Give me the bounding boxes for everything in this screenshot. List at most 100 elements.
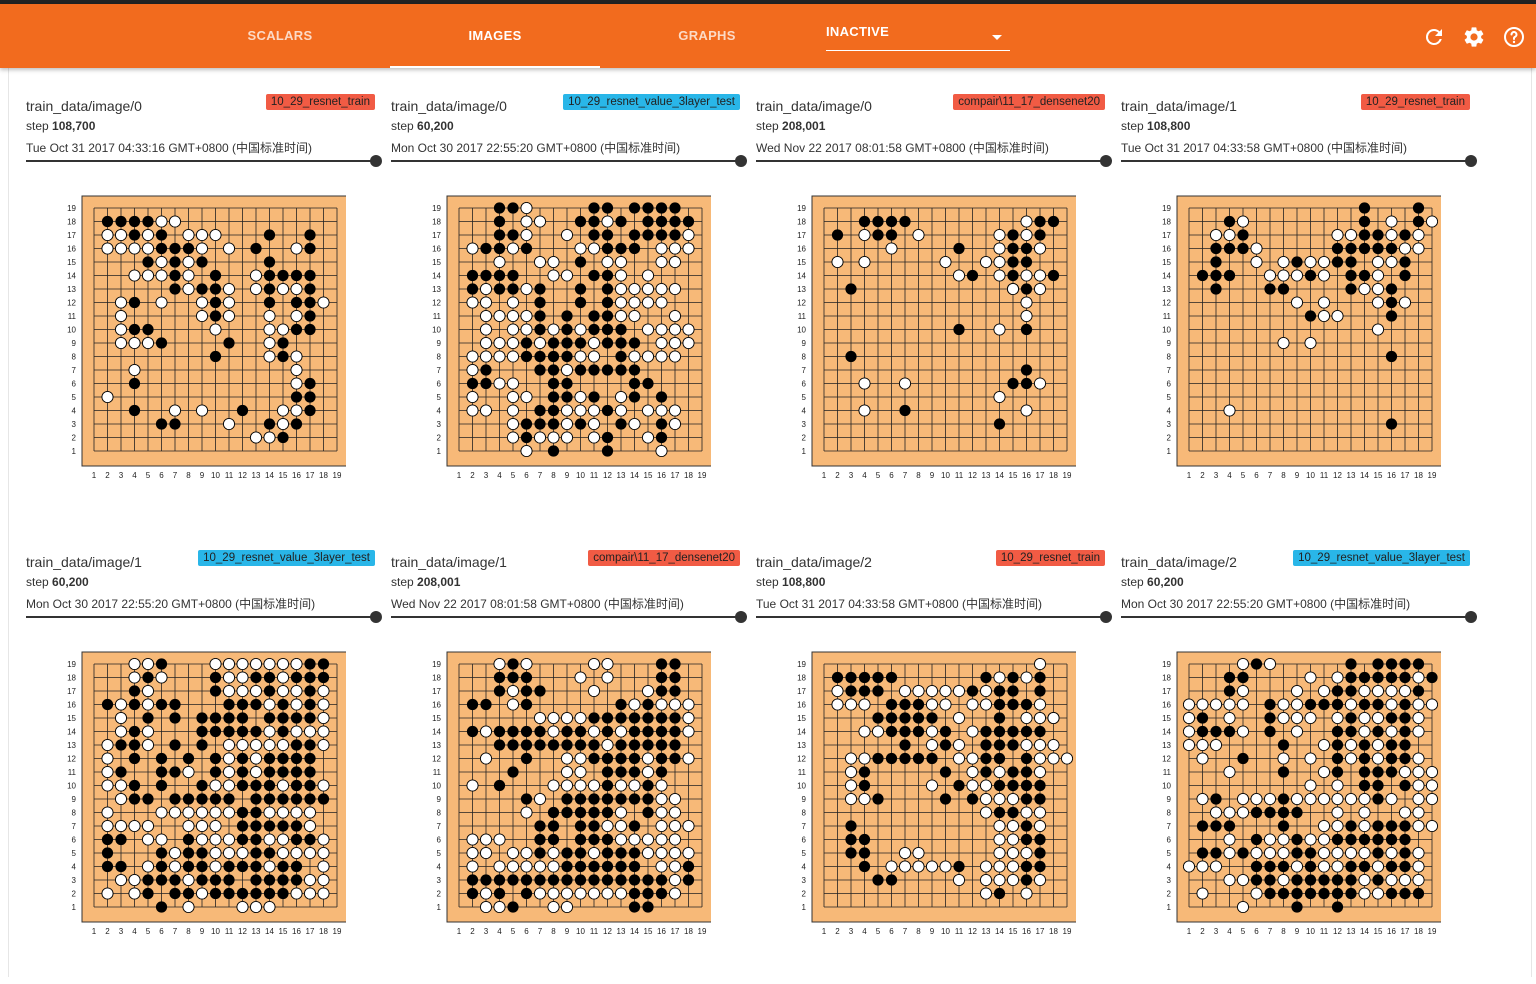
step-slider-handle[interactable] (1465, 611, 1477, 623)
black-stone (304, 739, 316, 751)
white-stone (628, 833, 641, 846)
step-slider-track[interactable] (1121, 616, 1471, 618)
black-stone (547, 445, 560, 457)
white-stone (128, 363, 141, 377)
tab-images[interactable]: IMAGES (468, 28, 522, 43)
black-stone (845, 283, 857, 295)
step-slider-track[interactable] (756, 616, 1106, 618)
black-stone (601, 431, 614, 444)
column-label: 13 (1347, 927, 1356, 934)
tab-scalars[interactable]: SCALARS (247, 28, 313, 43)
column-label: 9 (930, 471, 935, 478)
inactive-dropdown[interactable]: INACTIVE (826, 24, 1010, 51)
row-label: 5 (1167, 849, 1172, 858)
white-stone (520, 444, 533, 458)
white-stone (1223, 873, 1236, 887)
step-slider-handle[interactable] (370, 155, 382, 167)
white-stone (587, 242, 601, 255)
black-stone (669, 725, 681, 738)
step-readout: step 60,200 (391, 119, 454, 133)
step-slider-handle[interactable] (735, 611, 747, 623)
black-stone (953, 242, 965, 255)
black-stone (885, 229, 898, 241)
black-stone (101, 847, 114, 859)
black-stone (885, 671, 898, 684)
black-stone (507, 901, 519, 913)
black-stone (669, 739, 681, 751)
black-stone (588, 860, 600, 873)
white-stone (952, 752, 966, 765)
step-slider-handle[interactable] (735, 155, 747, 167)
black-stone (493, 671, 506, 684)
black-stone (926, 712, 938, 724)
image-card: train_data/image/1 compair\11_17_densenet… (391, 544, 747, 984)
white-stone (263, 336, 276, 350)
black-stone (993, 698, 1006, 711)
step-readout: step 208,001 (756, 119, 825, 133)
step-slider-track[interactable] (756, 160, 1106, 162)
step-slider-track[interactable] (1121, 160, 1471, 162)
column-label: 3 (484, 471, 489, 478)
black-stone (872, 793, 884, 805)
black-stone (1196, 847, 1209, 859)
white-stone (114, 725, 128, 738)
step-readout: step 60,200 (1121, 575, 1184, 589)
black-stone (1358, 215, 1371, 228)
row-label: 2 (1167, 434, 1172, 443)
step-slider-track[interactable] (26, 160, 376, 162)
step-slider-track[interactable] (26, 616, 376, 618)
black-stone (993, 806, 1006, 819)
column-label: 18 (1414, 471, 1423, 478)
black-stone (642, 698, 654, 711)
black-stone (655, 418, 668, 430)
white-stone (668, 792, 682, 806)
black-stone (480, 377, 492, 390)
white-stone (587, 336, 601, 350)
help-icon[interactable] (1502, 25, 1526, 49)
row-label: 8 (437, 809, 442, 818)
white-stone (871, 725, 885, 738)
step-slider-handle[interactable] (1100, 611, 1112, 623)
black-stone (1399, 860, 1411, 873)
black-stone (1196, 725, 1209, 738)
column-label: 12 (238, 471, 247, 478)
black-stone (277, 712, 289, 724)
row-label: 12 (67, 755, 76, 764)
settings-icon[interactable] (1462, 25, 1486, 49)
column-label: 17 (1036, 927, 1045, 934)
wall-time: Tue Oct 31 2017 04:33:58 GMT+0800 (中国标准时… (1121, 141, 1408, 155)
black-stone (155, 242, 168, 255)
tab-graphs[interactable]: GRAPHS (678, 28, 736, 43)
black-stone (277, 725, 289, 738)
black-stone (304, 833, 316, 846)
column-label: 18 (1049, 927, 1058, 934)
column-label: 12 (1333, 927, 1342, 934)
white-stone (858, 404, 871, 417)
refresh-icon[interactable] (1422, 25, 1446, 49)
black-stone (155, 901, 168, 913)
row-label: 19 (432, 660, 441, 669)
row-label: 4 (72, 407, 77, 416)
white-stone (1412, 228, 1425, 242)
row-label: 3 (1167, 420, 1172, 429)
white-stone (614, 779, 628, 792)
step-slider-track[interactable] (391, 160, 741, 162)
black-stone (682, 215, 695, 228)
white-stone (520, 282, 533, 296)
column-label: 6 (889, 471, 894, 478)
black-stone (628, 820, 641, 832)
white-stone (263, 833, 276, 846)
black-stone (115, 766, 127, 778)
column-label: 6 (889, 927, 894, 934)
white-stone (1344, 752, 1358, 765)
black-stone (1345, 685, 1357, 697)
step-slider-track[interactable] (391, 616, 741, 618)
black-stone (588, 712, 600, 724)
column-label: 4 (862, 471, 867, 478)
white-stone (587, 657, 601, 671)
step-slider-handle[interactable] (1100, 155, 1112, 167)
step-slider-handle[interactable] (1465, 155, 1477, 167)
black-stone (493, 725, 506, 738)
step-slider-handle[interactable] (370, 611, 382, 623)
white-stone (263, 900, 276, 914)
